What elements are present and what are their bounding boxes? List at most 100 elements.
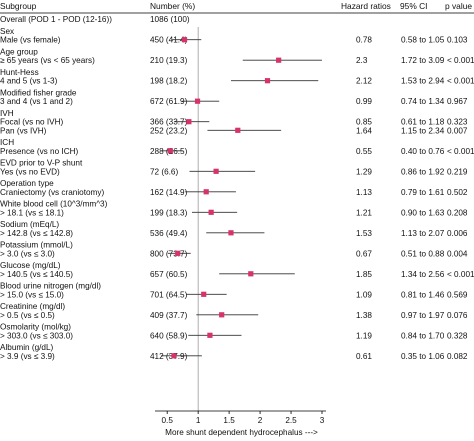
row-p-value: 0.103 [447, 36, 468, 45]
row-label: > 142.8 (vs ≤ 142.8) [0, 229, 73, 238]
x-tick-label: 2.5 [285, 416, 297, 425]
group-title: ICH [0, 138, 14, 147]
hr-marker [207, 332, 213, 338]
row-ci: 0.74 to 1.34 [401, 97, 445, 106]
row-hazard-ratio: 1.85 [356, 270, 372, 279]
group-title: Potassium (mmol/L) [0, 241, 73, 250]
row-p-value: 0.004 [447, 249, 468, 258]
hr-marker [186, 119, 192, 125]
hr-marker [203, 189, 209, 195]
header-95-ci: 95% CI [400, 1, 427, 11]
header-p-value: p value [445, 1, 472, 11]
row-label: Craniectomy (vs craniotomy) [0, 188, 104, 197]
row-hazard-ratio: 1.64 [356, 126, 372, 135]
group-title: Age group [0, 48, 38, 57]
x-tick-label: 2 [258, 416, 263, 425]
row-hazard-ratio: 0.85 [356, 118, 372, 127]
group-title: White blood cell (10^3/mm^3) [0, 200, 108, 209]
group-title: Blood urine nitrogen (mg/dl) [0, 282, 101, 291]
hr-marker [276, 57, 282, 63]
group-title: Albumin (g/dL) [0, 343, 54, 352]
row-number: 72 (6.6) [150, 167, 178, 176]
row-ci: 0.35 to 1.06 [401, 352, 445, 361]
row-label: Yes (vs no EVD) [0, 167, 60, 176]
x-tick-label: 1.5 [223, 416, 235, 425]
row-p-value: < 0.001 [447, 270, 474, 279]
hr-marker [208, 209, 214, 215]
group-title: Operation type [0, 179, 54, 188]
group-title: Modified fisher grade [0, 89, 77, 98]
hr-marker [175, 250, 181, 256]
row-p-value: 0.007 [447, 126, 468, 135]
row-label: > 3.9 (vs ≤ 3.9) [0, 352, 55, 361]
row-number: 210 (19.3) [150, 56, 188, 65]
row-hazard-ratio: 1.38 [356, 311, 372, 320]
header-subgroup: Subgroup [0, 1, 37, 11]
row-hazard-ratio: 2.12 [356, 77, 372, 86]
row-hazard-ratio: 1.19 [356, 331, 372, 340]
row-number: 450 (41.4) [150, 36, 188, 45]
row-hazard-ratio: 2.3 [356, 56, 368, 65]
hr-marker [264, 78, 271, 84]
overall-label: Overall (POD 1 - POD (12-16)) [0, 15, 112, 24]
hr-marker [167, 148, 173, 154]
hr-marker [248, 271, 254, 277]
row-p-value: 0.082 [447, 352, 468, 361]
row-p-value: 0.502 [447, 188, 468, 197]
hr-marker [219, 312, 225, 318]
row-hazard-ratio: 0.55 [356, 147, 372, 156]
row-number: 409 (37.7) [150, 311, 188, 320]
row-ci: 0.97 to 1.97 [401, 311, 445, 320]
row-p-value: 0.006 [447, 229, 468, 238]
row-ci: 1.13 to 2.07 [401, 229, 445, 238]
row-label: 4 and 5 (vs 1-3) [0, 77, 58, 86]
row-ci: 1.72 to 3.09 [401, 56, 445, 65]
row-label: Presence (vs no ICH) [0, 147, 79, 156]
hr-marker [171, 353, 177, 359]
row-hazard-ratio: 1.09 [356, 290, 372, 299]
row-ci: 0.61 to 1.18 [401, 118, 445, 127]
row-hazard-ratio: 1.53 [356, 229, 372, 238]
row-label: > 15.0 (vs ≤ 15.0) [0, 290, 64, 299]
row-ci: 0.84 to 1.70 [401, 331, 445, 340]
row-p-value: < 0.001 [447, 77, 474, 86]
row-hazard-ratio: 0.67 [356, 249, 372, 258]
x-axis-label: More shunt dependent hydrocephalus ---> [165, 428, 318, 437]
row-p-value: 0.219 [447, 167, 468, 176]
row-number: 640 (58.9) [150, 331, 188, 340]
row-label: ≥ 65 years (vs < 65 years) [0, 56, 95, 65]
group-title: Hunt-Hess [0, 68, 39, 77]
hr-marker [213, 168, 219, 174]
row-label: Pan (vs IVH) [0, 126, 47, 135]
row-ci: 0.86 to 1.92 [401, 167, 445, 176]
row-ci: 0.81 to 1.46 [401, 290, 445, 299]
x-tick-label: 1 [196, 416, 201, 425]
row-label: Focal (vs no IVH) [0, 118, 64, 127]
row-hazard-ratio: 1.21 [356, 208, 372, 217]
group-title: Sex [0, 27, 14, 36]
row-number: 701 (64.5) [150, 290, 188, 299]
row-ci: 0.79 to 1.61 [401, 188, 445, 197]
row-label: 3 and 4 (vs 1 and 2) [0, 97, 73, 106]
row-ci: 0.51 to 0.88 [401, 249, 445, 258]
hr-marker [194, 98, 201, 104]
group-title: Creatinine (mg/dl) [0, 302, 65, 311]
row-number: 198 (18.2) [150, 77, 188, 86]
row-ci: 1.34 to 2.56 [401, 270, 445, 279]
row-number: 366 (33.7) [150, 118, 188, 127]
row-ci: 0.58 to 1.05 [401, 36, 445, 45]
row-p-value: 0.967 [447, 97, 468, 106]
row-p-value: < 0.001 [447, 56, 474, 65]
row-hazard-ratio: 0.99 [356, 97, 372, 106]
hr-marker [181, 37, 188, 43]
row-ci: 1.53 to 2.94 [401, 77, 445, 86]
row-hazard-ratio: 1.29 [356, 167, 372, 176]
row-number: 536 (49.4) [150, 229, 188, 238]
row-p-value: 0.076 [447, 311, 468, 320]
x-tick-label: 3 [320, 416, 325, 425]
group-title: Sodium (mEq/L) [0, 220, 59, 229]
row-hazard-ratio: 0.78 [356, 36, 372, 45]
row-label: > 140.5 (vs ≤ 140.5) [0, 270, 73, 279]
row-ci: 1.15 to 2.34 [401, 126, 445, 135]
